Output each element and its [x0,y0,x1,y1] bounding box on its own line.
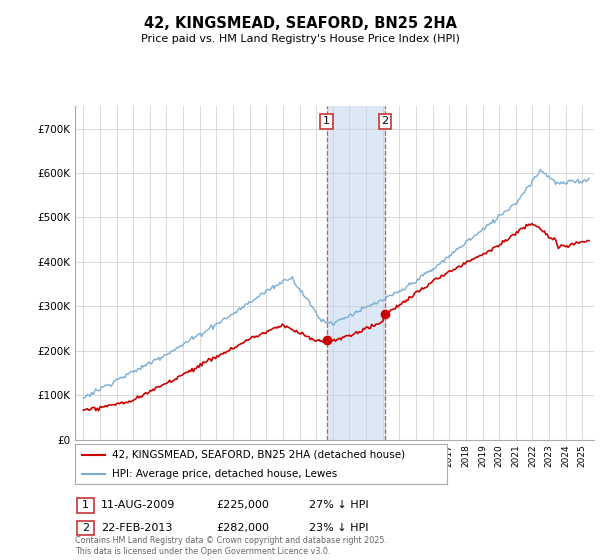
Text: 2: 2 [82,522,89,533]
Text: 42, KINGSMEAD, SEAFORD, BN25 2HA (detached house): 42, KINGSMEAD, SEAFORD, BN25 2HA (detach… [112,450,406,460]
Text: 2: 2 [382,116,388,127]
Text: 27% ↓ HPI: 27% ↓ HPI [309,500,368,510]
Text: £225,000: £225,000 [216,500,269,510]
Text: 22-FEB-2013: 22-FEB-2013 [101,522,172,533]
Text: 1: 1 [82,500,89,510]
Text: 23% ↓ HPI: 23% ↓ HPI [309,522,368,533]
Bar [326,106,385,440]
Text: Contains HM Land Registry data © Crown copyright and database right 2025.
This d: Contains HM Land Registry data © Crown c… [75,536,387,556]
Text: £282,000: £282,000 [216,522,269,533]
Text: Price paid vs. HM Land Registry's House Price Index (HPI): Price paid vs. HM Land Registry's House … [140,34,460,44]
Text: 11-AUG-2009: 11-AUG-2009 [101,500,175,510]
Text: HPI: Average price, detached house, Lewes: HPI: Average price, detached house, Lewe… [112,469,337,478]
Text: 1: 1 [323,116,330,127]
Text: 42, KINGSMEAD, SEAFORD, BN25 2HA: 42, KINGSMEAD, SEAFORD, BN25 2HA [143,16,457,31]
